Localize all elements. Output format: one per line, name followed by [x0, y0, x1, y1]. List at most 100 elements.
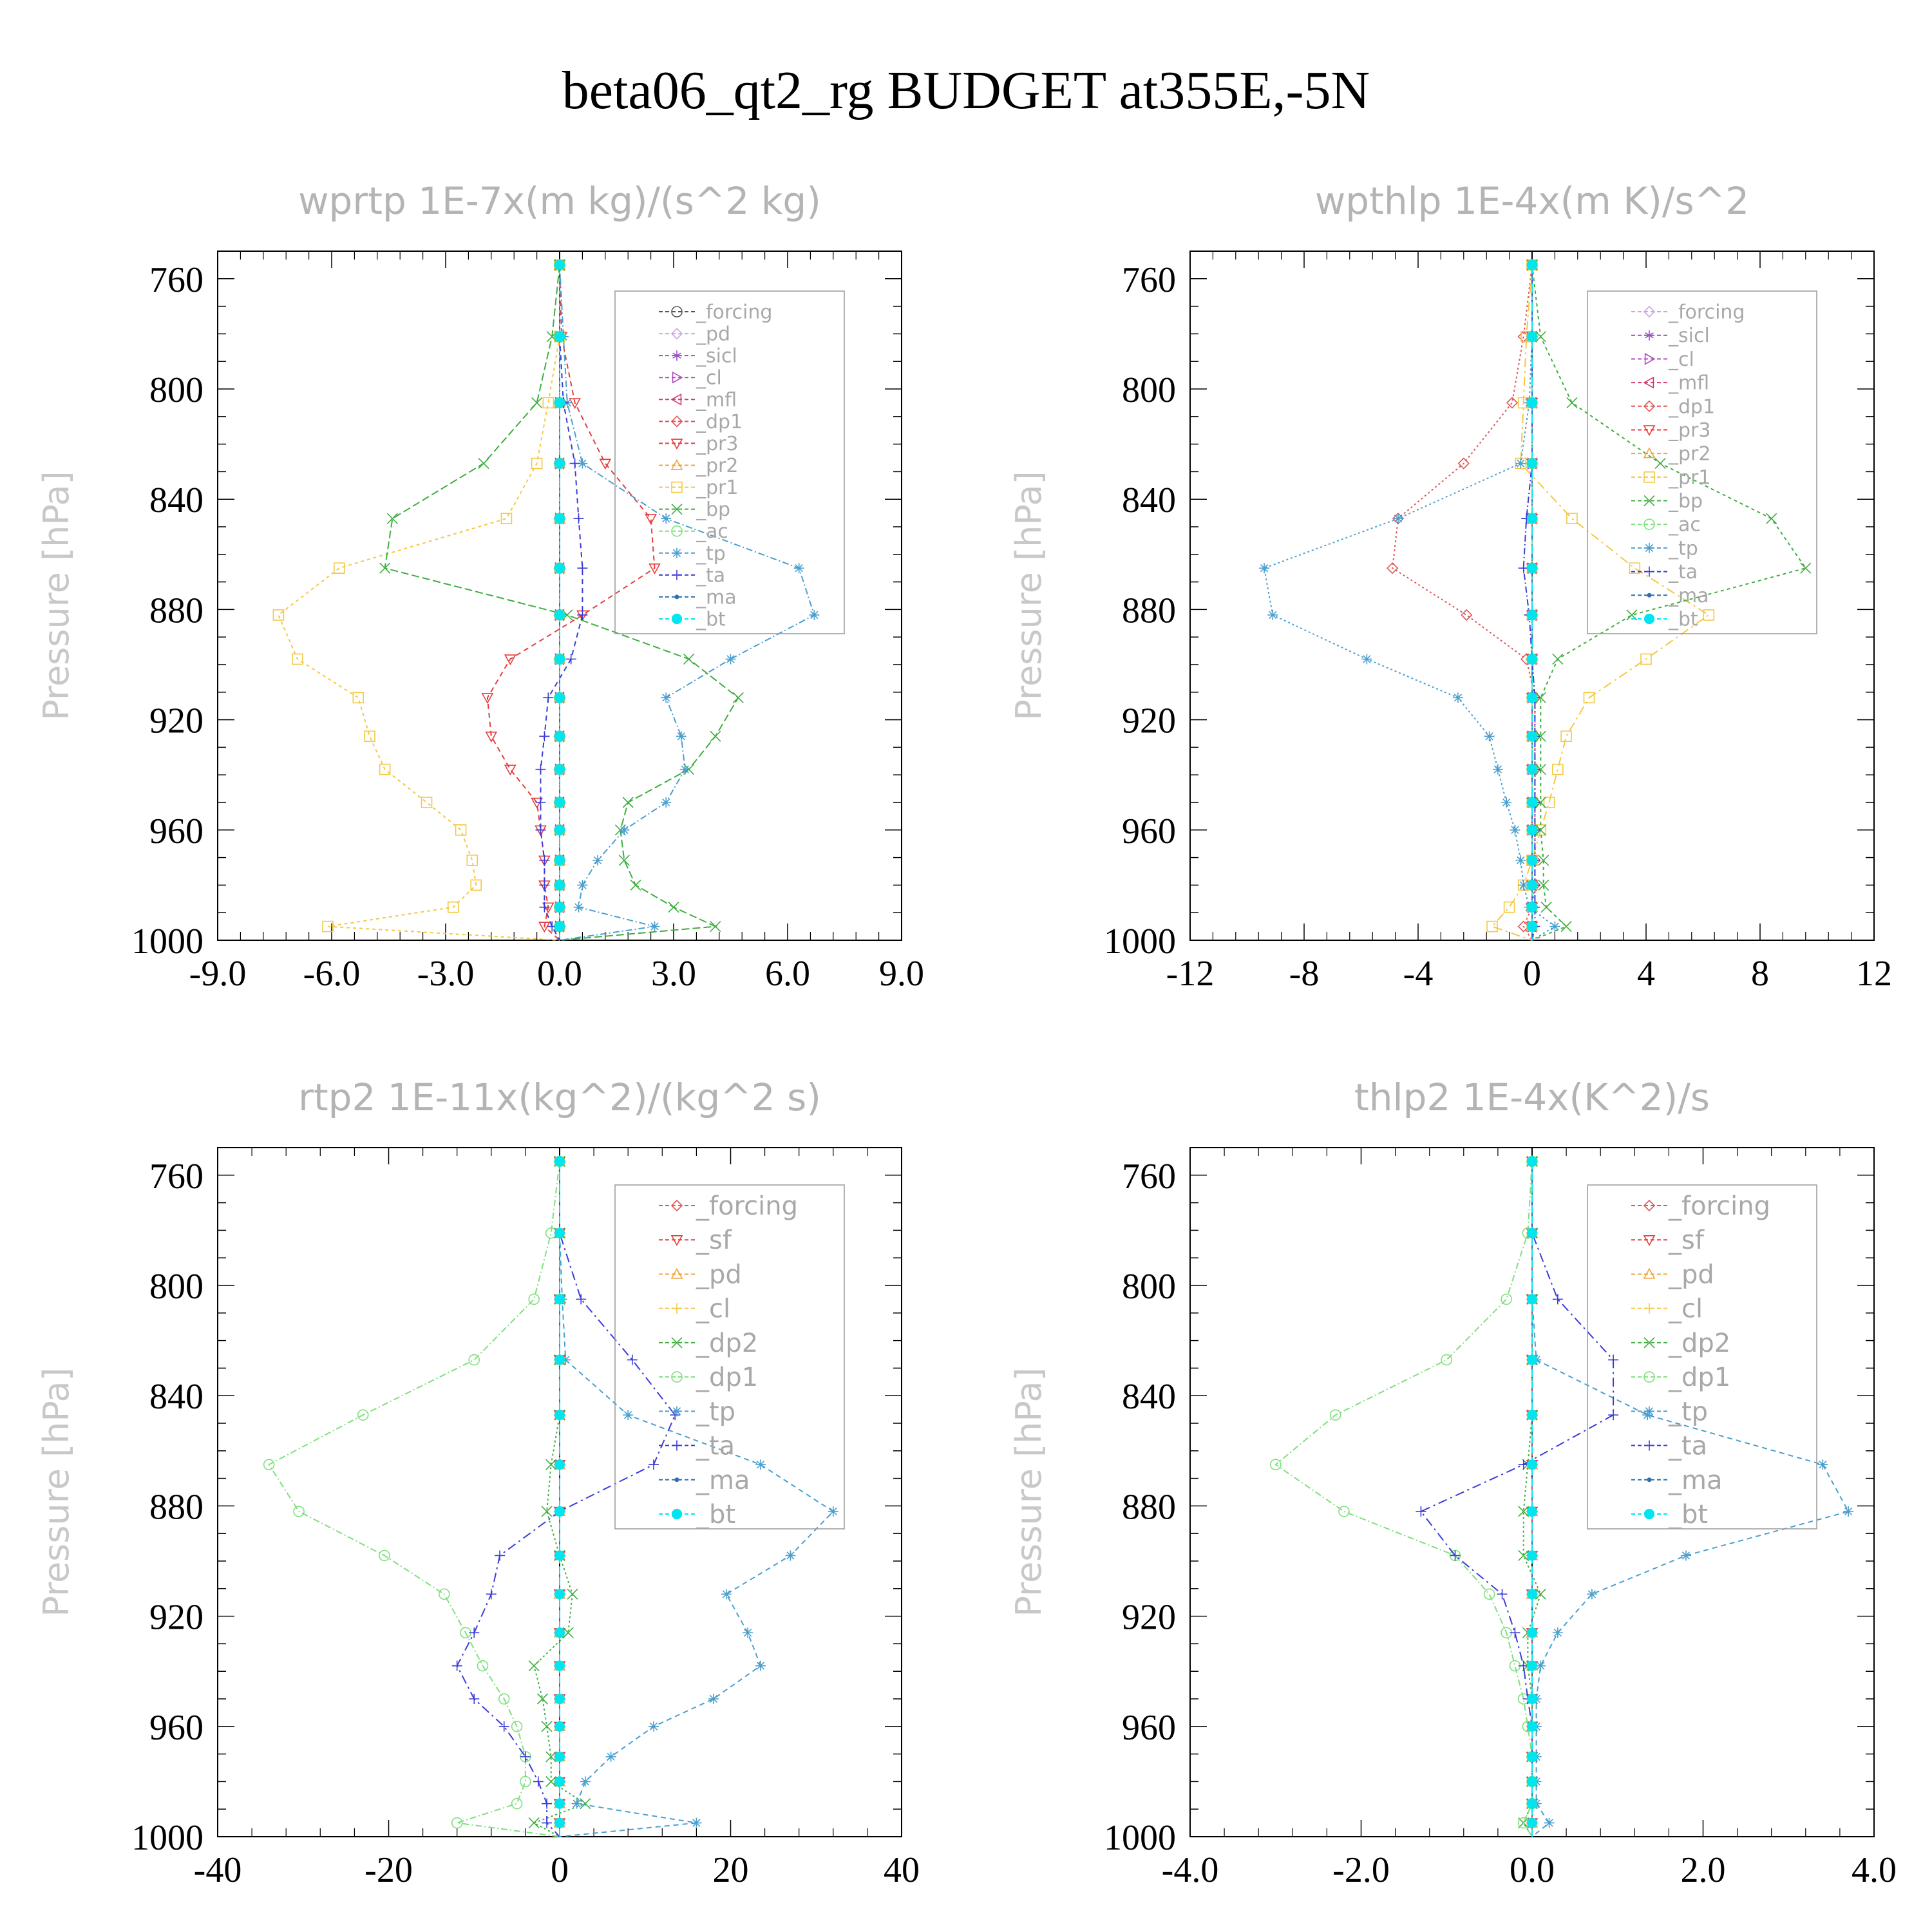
data-point — [1526, 1817, 1538, 1828]
legend-marker — [674, 1477, 679, 1482]
legend-marker — [670, 1199, 683, 1212]
data-point — [1526, 1589, 1538, 1600]
legend-label: _tp — [696, 1397, 735, 1426]
legend-marker — [1643, 1371, 1655, 1383]
data-point — [1642, 1410, 1653, 1421]
y-tick-label: 840 — [1122, 480, 1176, 520]
data-point — [554, 1627, 565, 1638]
data-point — [649, 1721, 659, 1732]
data-point — [1535, 1588, 1546, 1600]
data-point — [1535, 764, 1546, 775]
legend-label: _ac — [696, 520, 728, 543]
data-point — [1535, 1660, 1546, 1671]
legend-item: _cl — [659, 367, 722, 390]
panels: wprtp 1E-7x(m kg)/(s^2 kg) Pressure [hPa]… — [36, 179, 1897, 1890]
y-axis-label: Pressure [hPa] — [36, 1367, 77, 1616]
data-point — [520, 1776, 531, 1788]
series-bt — [1526, 1156, 1538, 1837]
data-point — [1526, 1693, 1538, 1705]
legend-marker — [671, 481, 683, 493]
data-point — [1535, 692, 1546, 703]
data-point — [539, 855, 550, 866]
data-point — [755, 1459, 766, 1470]
y-tick-label: 800 — [1122, 1267, 1176, 1307]
legend-marker — [671, 1508, 683, 1520]
data-point — [554, 609, 565, 621]
legend-label: _ta — [696, 564, 725, 587]
legend-item: _pr1 — [1631, 466, 1710, 489]
legend-item: _ac — [659, 520, 728, 543]
y-tick-label: 840 — [1122, 1377, 1176, 1417]
legend-item: _forcing — [659, 1191, 798, 1221]
data-point — [661, 692, 672, 703]
legend-box — [1587, 290, 1817, 634]
data-point — [1501, 1293, 1512, 1305]
y-tick-label: 1000 — [131, 922, 204, 961]
y-tick-label: 840 — [149, 1377, 204, 1417]
legend-label: _pr1 — [1668, 466, 1710, 489]
data-point — [379, 763, 391, 775]
data-point — [542, 1817, 553, 1828]
data-point — [554, 1410, 565, 1421]
data-point — [577, 609, 588, 620]
legend-label: _forcing — [696, 1191, 798, 1221]
data-point — [292, 653, 303, 665]
legend-label: _ta — [696, 1432, 735, 1461]
data-point — [1387, 562, 1399, 574]
legend-marker — [1643, 471, 1655, 483]
data-point — [357, 1409, 369, 1421]
data-point — [481, 693, 494, 705]
data-point — [1526, 1459, 1538, 1470]
legend-item: _ta — [659, 564, 725, 587]
data-point — [661, 513, 672, 524]
legend-label: _ac — [1668, 514, 1701, 536]
legend-item: _sf — [659, 1226, 732, 1255]
legend-label: _dp2 — [696, 1329, 758, 1358]
data-point — [1535, 824, 1546, 836]
data-point — [554, 331, 565, 342]
series-dp1 — [1387, 259, 1541, 941]
legend-label: _forcing — [1668, 301, 1745, 324]
data-point — [531, 397, 543, 408]
data-point — [630, 879, 641, 891]
data-point — [649, 1459, 659, 1470]
y-tick-label: 760 — [149, 260, 204, 300]
legend-label: _forcing — [696, 301, 772, 324]
data-point — [1680, 1550, 1691, 1561]
data-point — [1608, 1410, 1619, 1421]
data-point — [577, 880, 588, 891]
legend-item: _ta — [1631, 561, 1698, 583]
y-tick-label: 760 — [1122, 1157, 1176, 1197]
data-point — [498, 1721, 509, 1732]
data-point — [554, 902, 565, 913]
legend-marker — [672, 1303, 682, 1314]
data-point — [793, 563, 804, 574]
legend-label: _bt — [1668, 609, 1698, 631]
data-point — [676, 731, 687, 742]
data-point — [627, 1354, 638, 1365]
y-axis-label: Pressure [hPa] — [1009, 471, 1049, 720]
legend-marker — [1643, 376, 1654, 389]
data-point — [504, 764, 516, 776]
data-point — [1586, 1589, 1597, 1600]
x-tick-label: 9.0 — [879, 954, 924, 994]
data-point — [554, 563, 565, 574]
legend-item: _bt — [659, 1500, 735, 1530]
data-point — [533, 1776, 544, 1787]
legend-marker — [1644, 1406, 1654, 1417]
y-tick-label: 1000 — [1104, 922, 1176, 961]
data-point — [1626, 609, 1638, 621]
series-line — [559, 1161, 835, 1837]
series-line — [486, 265, 656, 941]
legend-marker — [672, 371, 683, 384]
series-line — [278, 265, 560, 941]
x-tick-label: 20 — [713, 1850, 749, 1890]
legend-marker — [1644, 1303, 1654, 1314]
legend-item: _cl — [1631, 1294, 1703, 1324]
x-tick-label: 12 — [1856, 954, 1892, 994]
legend-item: _dp1 — [659, 1363, 758, 1392]
legend-label: _ta — [1668, 561, 1698, 583]
data-point — [1526, 1751, 1538, 1762]
data-point — [1552, 763, 1564, 775]
data-point — [469, 1694, 480, 1704]
